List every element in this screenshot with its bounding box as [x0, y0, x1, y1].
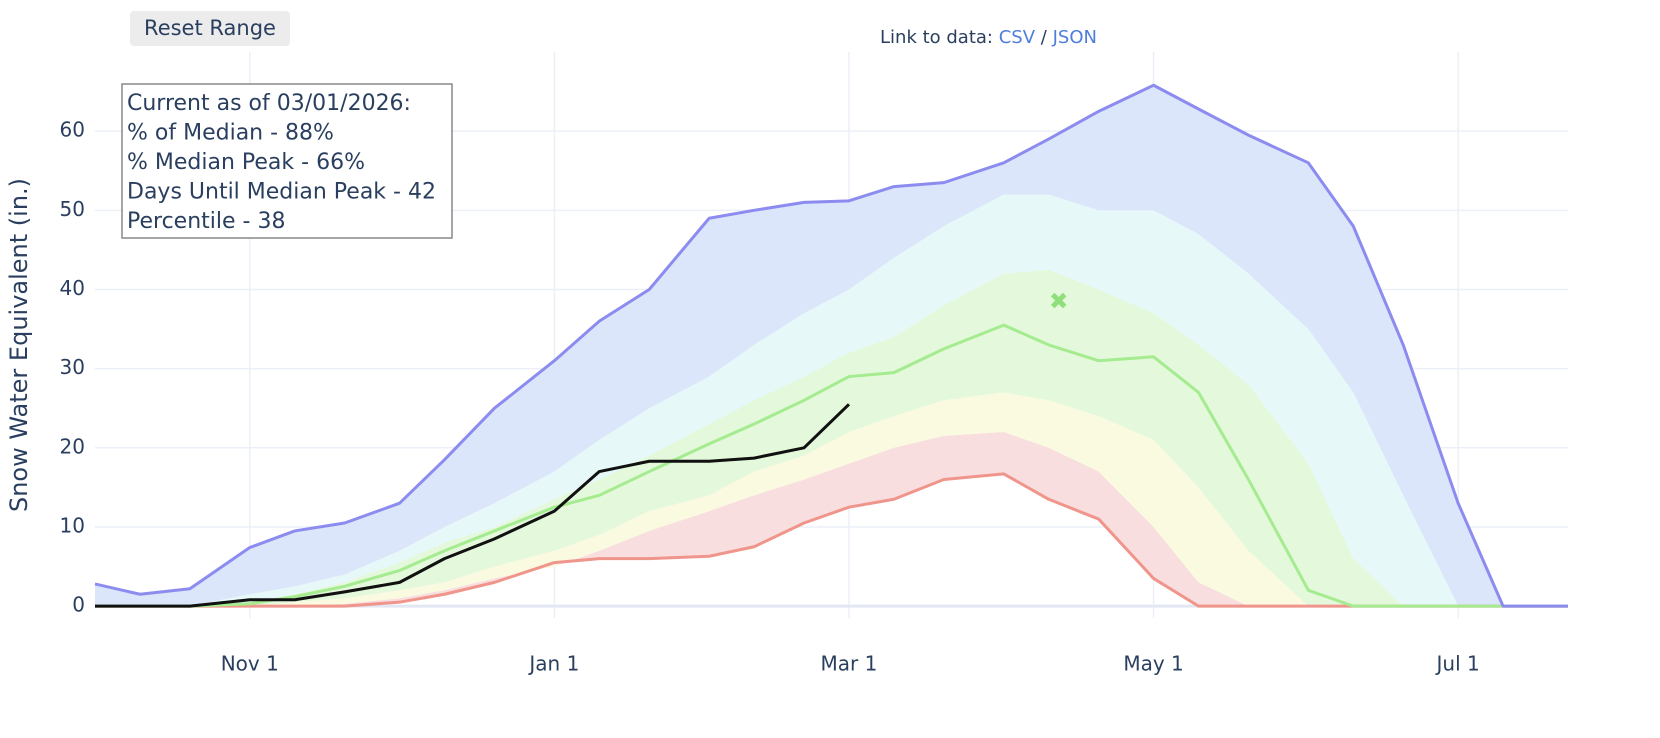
y-tick-label: 30 [60, 355, 85, 379]
annotation-box [121, 83, 453, 239]
annotation-line: Current as of 03/01/2026: [127, 91, 411, 116]
y-tick-label: 60 [60, 118, 85, 142]
annotation-line: Percentile - 38 [127, 209, 285, 234]
y-tick-label: 10 [60, 513, 85, 537]
x-tick-label: Nov 1 [221, 652, 279, 676]
annotation-line: % of Median - 88% [127, 121, 334, 146]
series-line [95, 403, 851, 608]
reset-button[interactable]: Reset Range [130, 11, 290, 46]
data-links: Link to data: CSV / JSON [880, 27, 1097, 48]
x-tick-label: Jul 1 [1435, 652, 1480, 676]
json-link[interactable]: JSON [1052, 27, 1097, 48]
peak-marker [1050, 292, 1067, 309]
link-separator: / [1040, 27, 1047, 48]
csv-link[interactable]: CSV [998, 27, 1036, 48]
x-tick-label: Jan 1 [527, 652, 579, 676]
y-tick-label: 40 [60, 276, 85, 300]
series-line [95, 472, 1568, 608]
band-area [95, 85, 1568, 607]
lines [94, 83, 1568, 608]
y-tick-label: 20 [60, 434, 85, 458]
link-label: Link to data: [880, 27, 993, 48]
band-area [95, 194, 1568, 607]
annotation-line: Days Until Median Peak - 42 [127, 180, 436, 205]
x-tick-label: May 1 [1123, 652, 1183, 676]
band-area [95, 392, 1568, 607]
band-area [95, 269, 1568, 607]
y-tick-label: 50 [60, 197, 85, 221]
y-axis-title: Snow Water Equivalent (in.) [5, 178, 33, 512]
y-tick-label: 0 [72, 593, 85, 617]
series-line [95, 323, 1568, 608]
x-tick-label: Mar 1 [821, 652, 878, 676]
annotation-line: % Median Peak - 66% [127, 150, 365, 175]
series-line [94, 83, 1568, 608]
